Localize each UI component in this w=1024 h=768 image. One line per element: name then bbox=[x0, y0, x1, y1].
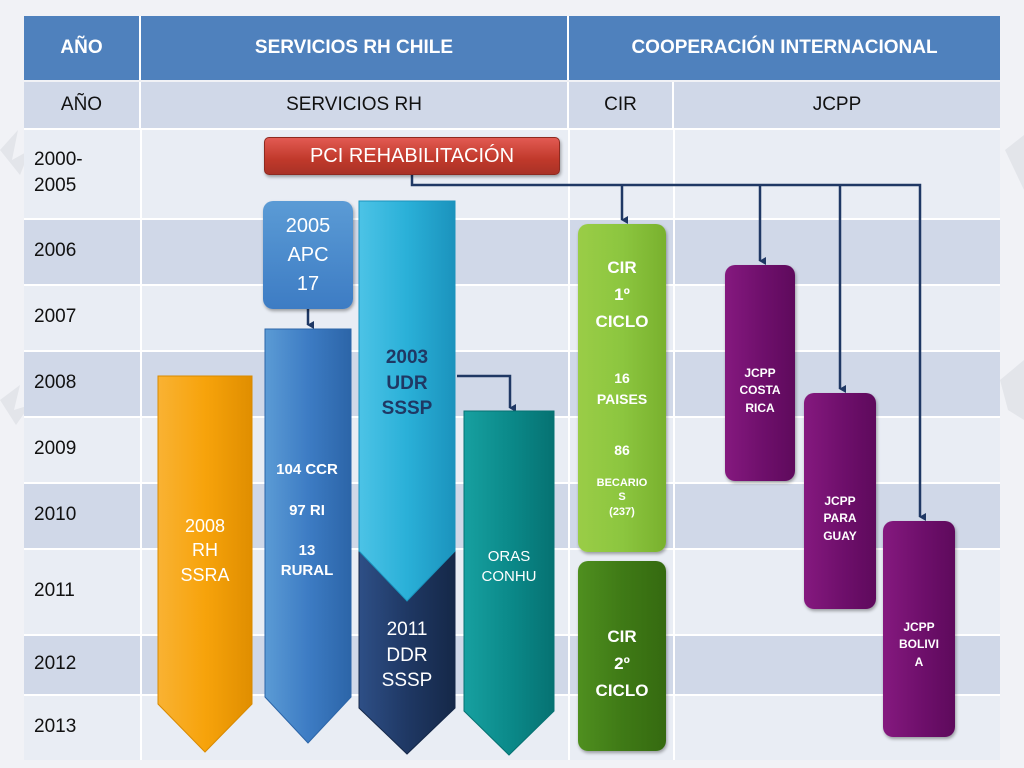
udr-arrow bbox=[358, 200, 456, 602]
header-cooperacion-internacional: COOPERACIÓN INTERNACIONAL bbox=[569, 16, 1000, 80]
rh-ssra-arrow bbox=[157, 375, 253, 753]
subheader-jcpp: JCPP bbox=[674, 82, 1000, 128]
column-divider bbox=[568, 128, 570, 760]
cir1-becarios: BECARIO S (237) bbox=[596, 476, 648, 519]
year-label: 2011 bbox=[34, 580, 75, 602]
year-label: 2010 bbox=[34, 504, 77, 526]
cir1-title: CIR 1º CICLO bbox=[595, 258, 649, 332]
column-divider bbox=[673, 128, 675, 760]
cir-2-ciclo-box: CIR 2º CICLO bbox=[578, 561, 666, 751]
header-year: AÑO bbox=[24, 16, 141, 80]
jcpp-bolivia-box: JCPP BOLIVI A bbox=[883, 521, 955, 737]
rh-ssra-label: 2008 RH SSRA bbox=[180, 516, 230, 585]
jcpp-paraguay-box: JCPP PARA GUAY bbox=[804, 393, 876, 609]
cir1-paises: 16 PAISES bbox=[596, 369, 648, 407]
year-label: 2000- 2005 bbox=[34, 149, 83, 196]
jcpp-paraguay-label: JCPP PARA GUAY bbox=[823, 494, 857, 543]
apc-2005-box: 2005 APC 17 bbox=[263, 201, 353, 309]
header-servicios-rh-chile: SERVICIOS RH CHILE bbox=[141, 16, 569, 80]
ccr-label: 104 CCR 97 RI 13 RURAL bbox=[276, 461, 338, 580]
oras-conhu-label: ORAS CONHU bbox=[481, 548, 537, 586]
pci-rehabilitacion-bar: PCI REHABILITACIÓN bbox=[264, 137, 560, 175]
year-label: 2006 bbox=[34, 240, 77, 262]
subheader-servicios-rh: SERVICIOS RH bbox=[141, 82, 569, 128]
subheader-year: AÑO bbox=[24, 82, 141, 128]
row-band bbox=[24, 218, 1000, 284]
year-label: 2012 bbox=[34, 653, 77, 675]
year-label: 2013 bbox=[34, 716, 77, 738]
jcpp-costa-rica-box: JCPP COSTA RICA bbox=[725, 265, 795, 481]
udr-label: 2003 UDR SSSP bbox=[381, 347, 433, 420]
cir2-title: CIR 2º CICLO bbox=[595, 627, 649, 701]
cir-1-ciclo-box: CIR 1º CICLO 16 PAISES 86 BECARIO S (237… bbox=[578, 224, 666, 552]
year-label: 2008 bbox=[34, 372, 77, 394]
row-band bbox=[24, 284, 1000, 350]
subheader-cir: CIR bbox=[569, 82, 674, 128]
ddr-label: 2011 DDR SSSP bbox=[381, 619, 433, 692]
year-label: 2009 bbox=[34, 438, 77, 460]
jcpp-bolivia-label: JCPP BOLIVI A bbox=[898, 620, 939, 669]
column-divider bbox=[140, 128, 142, 760]
jcpp-costa-rica-label: JCPP COSTA RICA bbox=[739, 366, 781, 415]
oras-conhu-arrow bbox=[463, 410, 555, 756]
cir1-becarios-number: 86 bbox=[614, 441, 630, 458]
ccr-arrow bbox=[264, 328, 352, 744]
year-label: 2007 bbox=[34, 306, 77, 328]
